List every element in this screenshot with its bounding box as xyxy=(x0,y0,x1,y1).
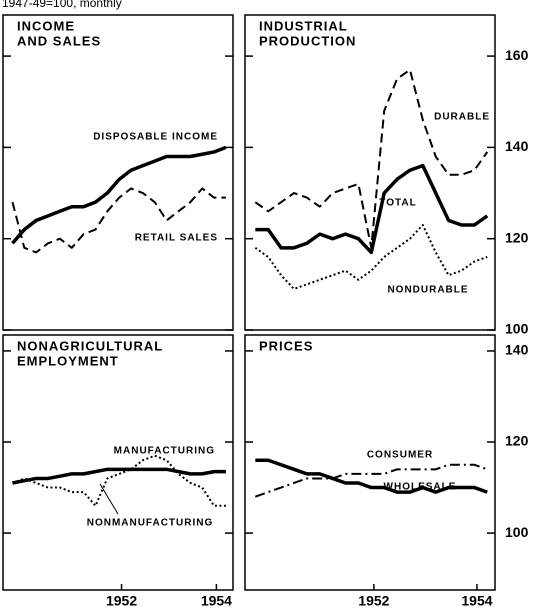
panel-frame xyxy=(2,14,234,331)
panel-title: PRICES xyxy=(259,338,313,353)
panel-title: PRODUCTION xyxy=(259,33,356,48)
series-line xyxy=(11,145,227,245)
x-tick-label: 1952 xyxy=(358,593,389,609)
series-line xyxy=(254,463,488,498)
panel-title: INCOME xyxy=(17,18,75,33)
series-label: NONDURABLE xyxy=(387,285,468,296)
panel-frame xyxy=(244,334,496,591)
y-tick-label: 140 xyxy=(505,138,529,154)
series-label: WHOLESALE xyxy=(384,482,457,493)
x-tick-label: 1954 xyxy=(461,593,492,609)
y-tick-label: 120 xyxy=(505,229,529,245)
units-note: 1947-49=100, monthly xyxy=(2,0,122,10)
x-tick-label: 1954 xyxy=(201,593,232,609)
y-tick-label: 120 xyxy=(505,433,529,449)
series-label: RETAIL SALES xyxy=(135,233,218,244)
series-label: TOTAL xyxy=(379,198,416,209)
panel-title: EMPLOYMENT xyxy=(17,353,119,368)
series-line xyxy=(11,187,226,254)
series-label: CONSUMER xyxy=(367,450,433,461)
series-line xyxy=(12,454,226,507)
y-tick-label: 140 xyxy=(505,342,529,358)
series-label: NONMANUFACTURING xyxy=(87,518,214,529)
series-label: DURABLE xyxy=(434,112,490,123)
panel-frame xyxy=(244,14,496,331)
panel-title: NONAGRICULTURAL xyxy=(17,338,163,353)
panel-frame xyxy=(2,334,234,591)
series-line xyxy=(255,163,489,255)
series-line xyxy=(254,224,488,290)
x-tick-label: 1952 xyxy=(106,593,137,609)
y-tick-label: 100 xyxy=(505,321,529,337)
panel-title: AND SALES xyxy=(17,33,101,48)
series-label: DISPOSABLE INCOME xyxy=(93,132,218,143)
panel-title: INDUSTRIAL xyxy=(259,18,348,33)
series-label: MANUFACTURING xyxy=(114,446,215,457)
y-tick-label: 100 xyxy=(505,524,529,540)
label-pointer xyxy=(99,483,119,515)
y-tick-label: 160 xyxy=(505,47,529,63)
series-line xyxy=(12,467,226,485)
series-line xyxy=(255,458,488,494)
